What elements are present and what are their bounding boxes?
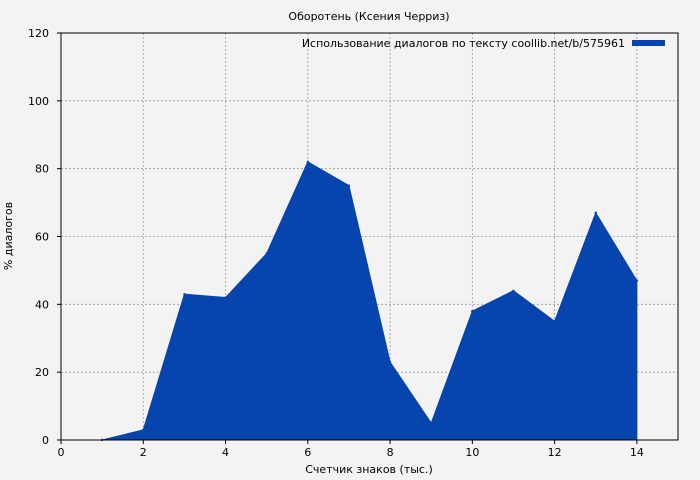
axis-ticks: 0 2 4 6 8 10 12 14 0 20 40 60 80 100 120	[28, 27, 644, 459]
data-point	[430, 421, 433, 425]
data-point	[471, 309, 474, 313]
legend-swatch	[632, 40, 665, 46]
legend-label: Использование диалогов по тексту coollib…	[302, 37, 625, 50]
area-fill	[102, 161, 638, 441]
chart-title: Оборотень (Ксения Черриз)	[288, 10, 449, 23]
data-point	[594, 211, 597, 214]
data-point	[142, 428, 145, 432]
x-tick-label: 14	[630, 446, 644, 459]
y-axis-label: % диалогов	[2, 202, 15, 270]
x-tick-label: 2	[140, 446, 147, 459]
x-tick-label: 8	[387, 446, 394, 459]
x-axis-label: Счетчик знаков (тыс.)	[305, 463, 433, 476]
y-tick-label: 0	[42, 434, 49, 447]
area-series	[100, 160, 639, 442]
x-tick-label: 6	[304, 446, 311, 459]
data-point	[635, 279, 639, 282]
data-point	[306, 160, 309, 164]
data-point	[265, 252, 268, 255]
y-tick-label: 100	[28, 95, 49, 108]
data-point	[183, 292, 186, 296]
x-tick-label: 12	[548, 446, 562, 459]
x-tick-label: 0	[58, 446, 65, 459]
data-point	[553, 320, 556, 323]
x-tick-label: 4	[222, 446, 229, 459]
legend: Использование диалогов по тексту coollib…	[302, 37, 665, 50]
y-tick-label: 40	[35, 298, 49, 311]
y-tick-label: 60	[35, 231, 49, 244]
data-point	[388, 360, 392, 364]
y-tick-label: 20	[35, 366, 49, 379]
x-tick-label: 10	[465, 446, 479, 459]
data-point	[224, 296, 227, 299]
y-tick-label: 80	[35, 163, 49, 176]
data-point	[347, 184, 351, 187]
y-tick-label: 120	[28, 27, 49, 40]
data-point	[512, 289, 515, 292]
